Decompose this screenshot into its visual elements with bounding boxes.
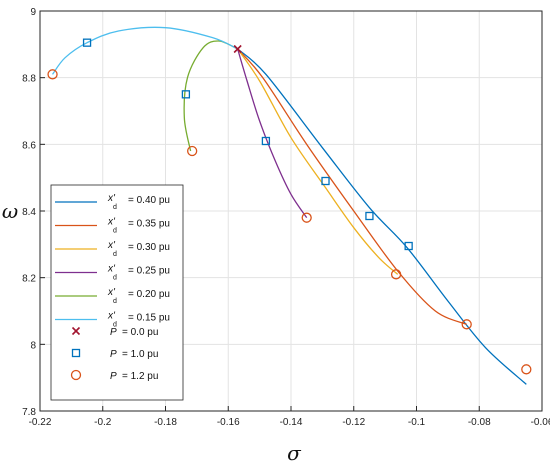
x-tick-label: -0.1: [408, 417, 426, 428]
marker-circle-point: [47, 69, 58, 80]
legend-value: = 0.15 pu: [128, 313, 170, 324]
y-tick-label: 8: [30, 340, 36, 351]
marker-square-point: [321, 176, 330, 186]
legend-marker-square: [71, 348, 81, 358]
x-tick-label: -0.14: [280, 417, 303, 428]
legend-sub: d: [113, 322, 117, 329]
x-tick-label: -0.22: [29, 417, 52, 428]
legend-var: x': [107, 287, 116, 298]
legend-var: x': [107, 311, 116, 322]
y-tick-label: 7.8: [22, 407, 36, 418]
x-tick-label: -0.06: [531, 417, 550, 428]
y-tick-label: 8.2: [22, 274, 36, 285]
legend-sub: d: [113, 275, 117, 282]
legend-value: = 0.35 pu: [128, 219, 170, 230]
x-axis-title: σ: [287, 441, 302, 465]
legend-var: x': [107, 217, 116, 228]
marker-layer: [47, 38, 532, 375]
series-line-0: [237, 48, 527, 385]
legend-sub: d: [113, 228, 117, 235]
marker-circle-point: [461, 319, 472, 330]
y-axis-title: ω: [2, 199, 18, 223]
marker-circle-point: [301, 212, 312, 223]
series-line-5: [52, 26, 238, 75]
legend-var: x': [107, 264, 116, 275]
legend-value: = 1.2 pu: [122, 371, 158, 382]
legend-sub: d: [113, 251, 117, 258]
marker-circle-point: [187, 145, 198, 157]
legend-marker-x: [71, 326, 81, 336]
y-tick-label: 9: [30, 7, 36, 18]
y-axis-ticks: 7.8 8 8.2 8.4 8.6 8.8 9: [22, 7, 45, 418]
y-tick-label: 8.4: [22, 207, 36, 218]
series-line-3: [237, 48, 308, 219]
legend-value: = 0.30 pu: [128, 242, 170, 253]
legend-var: P: [110, 349, 117, 360]
x-axis-ticks: -0.22 -0.2 -0.18 -0.16 -0.14 -0.12 -0.1 -0.08 -0…: [29, 406, 550, 428]
y-tick-label: 8.6: [22, 140, 36, 151]
marker-circle-point: [521, 364, 532, 375]
marker-circle-point: [390, 269, 402, 280]
series-line-2: [237, 48, 399, 275]
legend-value: = 1.0 pu: [122, 349, 158, 360]
y-tick-label: 8.8: [22, 74, 36, 85]
legend-value: = 0.25 pu: [128, 266, 170, 277]
legend-marker-circle: [70, 369, 82, 381]
legend-var: x': [107, 193, 116, 204]
series-layer: [52, 26, 527, 385]
marker-square-point: [181, 90, 191, 99]
legend-value: = 0.20 pu: [128, 289, 170, 300]
legend-sub: d: [113, 204, 117, 211]
legend-var: P: [110, 327, 117, 338]
legend-var: P: [110, 371, 117, 382]
marker-square-point: [261, 136, 271, 146]
series-line-4: [183, 40, 238, 152]
marker-square-point: [404, 241, 413, 251]
x-tick-label: -0.16: [217, 417, 240, 428]
marker-square-point: [82, 38, 92, 47]
legend: x'd= 0.40 pux'd= 0.35 pux'd= 0.30 pux'd=…: [50, 184, 184, 401]
legend-var: x': [107, 240, 116, 251]
legend-value: = 0.40 pu: [128, 195, 170, 206]
marker-square-point: [365, 211, 374, 221]
x-tick-label: -0.18: [154, 417, 177, 428]
marker-x-point: [233, 44, 242, 54]
x-tick-label: -0.08: [468, 417, 491, 428]
x-tick-label: -0.12: [342, 417, 365, 428]
x-tick-label: -0.2: [94, 417, 112, 428]
series-line-1: [237, 48, 467, 325]
legend-value: = 0.0 pu: [122, 327, 158, 338]
legend-sub: d: [113, 298, 117, 305]
legend-box: [50, 184, 184, 401]
